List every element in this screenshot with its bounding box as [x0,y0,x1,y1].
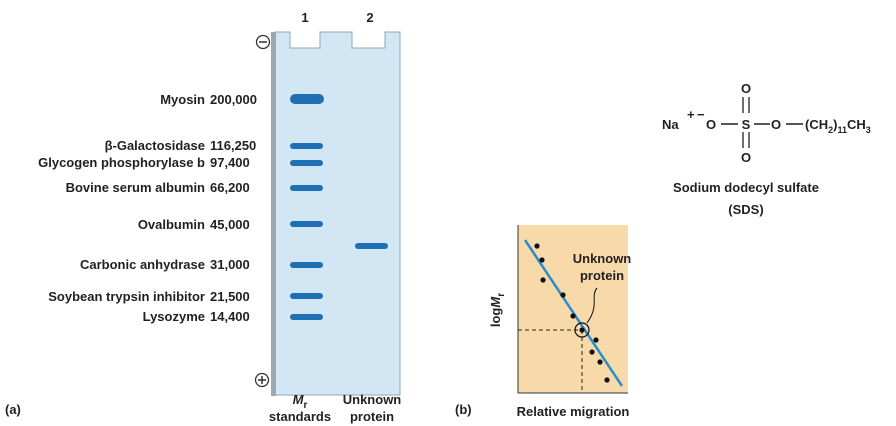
formula-subscript: 11 [837,125,847,135]
lane-caption: standards [269,409,331,424]
point [540,277,545,282]
y-axis-subscript: r [496,293,507,297]
marker-mr: 97,400 [210,155,250,170]
gel [256,32,401,396]
formula-part: (CH [805,117,828,132]
compound-name: Sodium dodecyl sulfate [673,180,819,195]
annotation: protein [580,268,624,283]
y-axis-label: logMr [488,293,507,327]
formula-atom: S [742,117,751,132]
gel-edge [271,32,276,396]
marker-name: Ovalbumin [138,217,205,232]
point [589,349,594,354]
formula-charge: − [697,107,705,122]
formula-atom: O [771,117,781,132]
band [290,143,323,149]
band [290,160,323,166]
point [539,257,544,262]
formula-atom: Na [662,117,679,132]
formula-subscript: 3 [866,125,871,135]
formula-chain: (CH2)11CH3 [805,117,871,135]
lane-caption: protein [350,409,394,424]
band [290,262,323,268]
marker-name: Bovine serum albumin [66,180,205,195]
lane-number: 2 [366,10,373,25]
point [604,377,609,382]
annotation: Unknown [573,251,632,266]
migration-plot: Unknown protein logMr Relative migration [488,225,631,419]
band [290,221,323,227]
marker-mr: 14,400 [210,309,250,324]
point [570,313,575,318]
marker-name: Soybean trypsin inhibitor [48,289,205,304]
sds-structure: Na + − O S O (CH2)11CH3 O O Sodium dodec… [662,81,871,217]
formula-part: CH [847,117,866,132]
lane-number: 1 [301,10,308,25]
point [579,327,584,332]
page: { "panel_a": { "label": "(a)", "lanes": … [0,0,896,426]
band [290,94,324,104]
formula-atom: O [706,117,716,132]
band [290,293,323,299]
band [290,185,323,191]
figure: 1 2 Myosin 200,000 β-Galactosidase 116,2… [0,0,896,426]
point [597,359,602,364]
marker-name: Glycogen phosphorylase b [38,155,205,170]
compound-abbreviation: (SDS) [728,202,763,217]
point [534,243,539,248]
unknown-band [355,243,388,249]
marker-mr: 66,200 [210,180,250,195]
formula-atom: O [741,81,751,96]
panel-label: (a) [5,402,21,417]
band [290,314,323,320]
marker-mr: 21,500 [210,289,250,304]
formula-charge: + [687,107,695,122]
marker-name: β-Galactosidase [105,138,205,153]
formula-atom: O [741,150,751,165]
x-axis-label: Relative migration [517,404,630,419]
marker-labels: Myosin 200,000 β-Galactosidase 116,250 G… [38,92,257,324]
gel-body [275,32,400,395]
y-axis-prefix: log [488,308,503,328]
point [560,292,565,297]
marker-mr: 31,000 [210,257,250,272]
marker-mr: 200,000 [210,92,257,107]
panel-label: (b) [455,402,472,417]
marker-name: Carbonic anhydrase [80,257,205,272]
marker-mr: 45,000 [210,217,250,232]
marker-name: Myosin [160,92,205,107]
marker-mr: 116,250 [210,138,256,153]
lane-caption: Unknown [343,392,402,407]
point [593,337,598,342]
marker-name: Lysozyme [143,309,205,324]
